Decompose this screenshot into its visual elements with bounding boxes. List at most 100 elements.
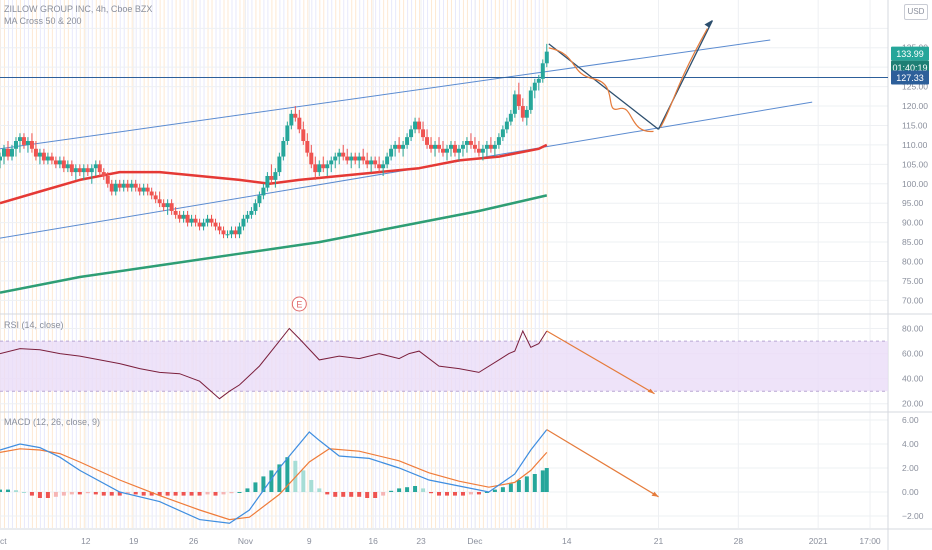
candle [504, 121, 509, 130]
price-tick-label: 90.00 [902, 218, 924, 228]
candle [289, 113, 294, 126]
macd-histogram-bar [197, 492, 202, 496]
session-stripe [542, 0, 544, 528]
session-stripe [247, 0, 249, 528]
macd-histogram-bar [125, 492, 130, 495]
time-tick-label: Oct [0, 536, 7, 546]
candle [89, 168, 94, 173]
candle [433, 144, 438, 149]
macd-histogram-bar [165, 492, 170, 496]
candle [265, 175, 270, 188]
price-tick-label: 105.00 [902, 159, 928, 169]
rsi-projection-arrow [546, 330, 655, 395]
macd-tick-label: −2.00 [902, 511, 924, 521]
session-stripe [462, 0, 464, 528]
macd-histogram-bar [85, 492, 90, 494]
session-background [0, 0, 548, 528]
macd-histogram-bar [253, 482, 258, 492]
candle [25, 141, 30, 145]
macd-histogram-bar [13, 490, 18, 492]
candle [520, 106, 525, 118]
macd-histogram-bar [285, 457, 290, 492]
currency-button[interactable]: USD [904, 4, 928, 20]
candle [53, 160, 58, 165]
session-stripe [271, 0, 273, 528]
macd-tick-label: 0.00 [902, 487, 919, 497]
session-stripe [379, 0, 381, 528]
macd-histogram-bar [413, 486, 418, 492]
macd-histogram-bar [325, 492, 330, 495]
session-stripe [347, 0, 349, 528]
candle [33, 148, 38, 157]
candle [285, 125, 290, 142]
session-stripe [147, 0, 149, 528]
candle [261, 187, 266, 196]
price-panel[interactable]: E [0, 20, 888, 312]
candle [253, 203, 258, 211]
arrowhead-icon [647, 388, 655, 394]
last-price-tag: 133.99 [896, 49, 924, 59]
candle [337, 152, 342, 157]
candle [0, 156, 2, 161]
candle [329, 160, 334, 165]
candle [173, 210, 178, 215]
candle [417, 121, 422, 130]
session-stripe [482, 0, 484, 528]
macd-tick-label: 2.00 [902, 463, 919, 473]
candle [472, 144, 477, 149]
candle [129, 183, 134, 188]
session-stripe [195, 0, 197, 528]
macd-histogram-bar [37, 492, 42, 498]
session-stripe [502, 0, 504, 528]
candle [460, 144, 465, 149]
macd-histogram-bar [309, 480, 314, 492]
session-stripe [243, 0, 245, 528]
candle [325, 164, 330, 169]
session-stripe [458, 0, 460, 528]
macd-histogram-bar [237, 492, 242, 493]
candle [413, 121, 418, 130]
session-stripe [23, 0, 25, 528]
macd-histogram-bar [5, 489, 10, 492]
candle [405, 137, 410, 145]
macd-histogram-bar [221, 492, 226, 495]
session-stripe [267, 0, 269, 528]
candle [345, 156, 350, 161]
candle [281, 141, 286, 157]
session-stripe [530, 0, 532, 528]
session-stripe [522, 0, 524, 528]
candle [401, 144, 406, 149]
candle [464, 141, 469, 145]
candle [488, 144, 493, 149]
session-stripe [303, 0, 305, 528]
session-stripe [255, 0, 257, 528]
rsi-panel[interactable] [0, 327, 888, 400]
session-stripe [415, 0, 417, 528]
macd-histogram-bar [205, 492, 210, 495]
candle [540, 63, 545, 79]
candle [73, 168, 78, 173]
macd-panel[interactable] [0, 429, 659, 524]
session-stripe [111, 0, 113, 528]
macd-histogram-bar [77, 492, 82, 495]
earnings-icon [291, 296, 307, 312]
macd-tick-label: 4.00 [902, 439, 919, 449]
macd-histogram-bar [149, 492, 154, 496]
session-stripe [95, 0, 97, 528]
time-tick-label: 2021 [809, 536, 828, 546]
session-stripe [291, 0, 293, 528]
candle [273, 172, 278, 180]
session-stripe [99, 0, 101, 528]
candle [369, 160, 374, 165]
macd-histogram-bar [277, 464, 282, 492]
macd-histogram-bar [381, 492, 386, 496]
time-axis[interactable]: Oct 12 19 26 Nov 9 16 23 Dec 14 21 28 2021 17:00 [0, 536, 881, 546]
candle [105, 175, 110, 184]
price-axis[interactable]: 70.00 75.00 80.00 85.00 90.00 95.00 100.00 105.… [902, 43, 928, 521]
session-stripe [435, 0, 437, 528]
candle [393, 144, 398, 149]
price-tick-label: 100.00 [902, 179, 928, 189]
session-stripe [103, 0, 105, 528]
candle [421, 129, 426, 138]
